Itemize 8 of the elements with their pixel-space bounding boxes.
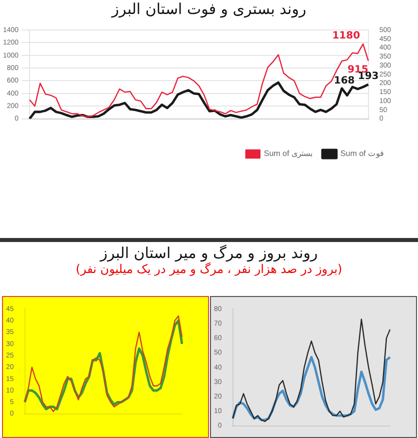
text: (بروز در صد هزار نفر ، مرگ و میر در یک میلیون نفر) [74,262,344,276]
data-label: 193 [358,71,379,82]
legend-label: Sum of بستری [264,149,312,158]
legend-label: Sum of فوت [340,149,384,158]
data-label: 1180 [332,30,360,42]
chart-title: روند بروز و مرگ و میر استان البرز [98,244,319,262]
chart-title: روند بستری و فوت استان البرز [110,0,308,18]
data-label: 168 [334,76,355,87]
